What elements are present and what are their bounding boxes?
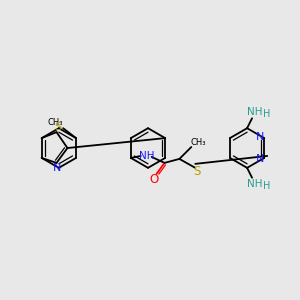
Text: N: N: [53, 163, 62, 173]
Text: S: S: [54, 122, 61, 132]
Text: CH₃: CH₃: [47, 118, 63, 127]
Text: S: S: [194, 165, 201, 178]
Text: H: H: [263, 109, 271, 119]
Text: NH: NH: [247, 179, 263, 189]
Text: N: N: [256, 132, 265, 142]
Text: CH₃: CH₃: [190, 138, 206, 147]
Text: NH: NH: [247, 107, 263, 117]
Text: N: N: [256, 154, 265, 164]
Text: NH: NH: [139, 151, 154, 161]
Text: H: H: [263, 181, 271, 191]
Text: O: O: [149, 173, 158, 186]
